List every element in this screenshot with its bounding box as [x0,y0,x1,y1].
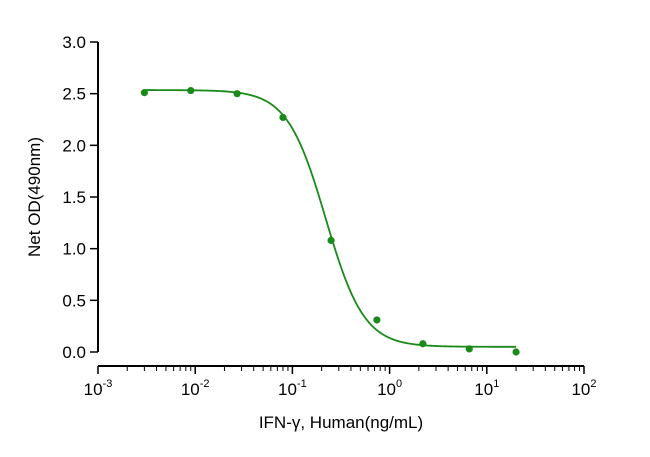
y-tick-label: 1.5 [62,188,86,207]
y-tick-label: 3.0 [62,33,86,52]
data-point [233,90,241,98]
y-axis-title: Net OD(490nm) [25,137,44,257]
data-point [327,236,335,244]
fit-curve [144,89,517,348]
data-point [419,340,427,348]
x-tick-label: 10-1 [278,378,307,399]
data-point [512,348,520,356]
data-point [140,89,148,97]
y-ticks: 0.0 0.5 1.0 1.5 2.0 2.5 3.0 [62,33,98,362]
y-tick-label: 0.5 [62,291,86,310]
y-tick-label: 1.0 [62,240,86,259]
y-tick-label: 2.0 [62,136,86,155]
x-tick-label: 100 [377,378,402,399]
y-tick-label: 0.0 [62,343,86,362]
x-tick-label: 10-3 [84,378,113,399]
data-points [140,86,520,356]
x-tick-label: 102 [571,378,596,399]
x-tick-label: 101 [474,378,499,399]
data-point [187,86,195,95]
x-axis-title: IFN-γ, Human(ng/mL) [259,413,423,432]
y-tick-label: 2.5 [62,85,86,104]
data-point [279,113,287,122]
data-point [373,316,381,324]
x-ticks: 10-3 10-2 10-1 100 101 102 [84,366,597,399]
x-tick-label: 10-2 [181,378,210,399]
data-point [465,345,473,353]
